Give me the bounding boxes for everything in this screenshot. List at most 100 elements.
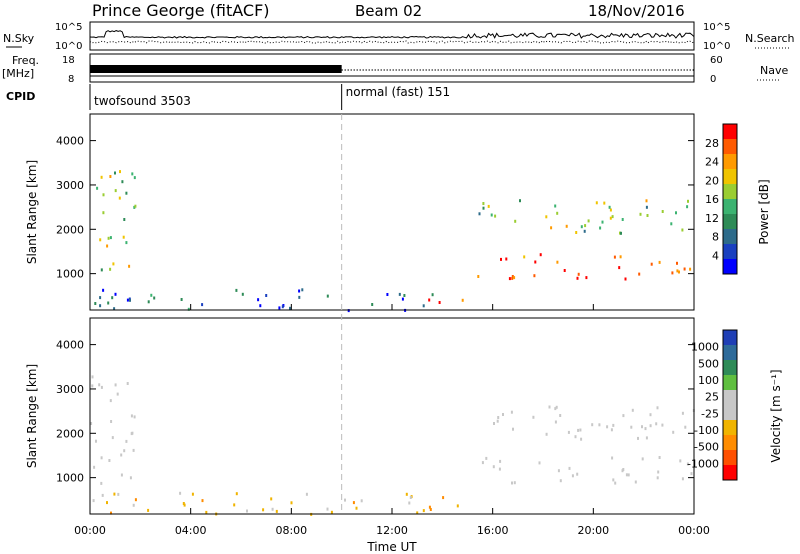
heatmap-cell — [618, 266, 621, 270]
heatmap-cell — [191, 492, 194, 496]
heatmap-cell — [676, 269, 679, 273]
heatmap-cell — [416, 511, 419, 515]
heatmap-cell — [567, 430, 570, 434]
heatmap-cell — [678, 270, 680, 274]
heatmap-cell — [91, 384, 94, 388]
heatmap-cell — [511, 275, 514, 278]
heatmap-cell — [576, 472, 579, 476]
freq-label: Freq. — [12, 54, 39, 67]
colorbar-tick-label: 25 — [705, 391, 719, 404]
heatmap-cell — [650, 262, 653, 266]
heatmap-cell — [579, 428, 582, 432]
colorbar-swatch — [723, 405, 737, 420]
heatmap-cell — [118, 196, 121, 200]
heatmap-cell — [645, 205, 648, 209]
y-tick-label: 1000 — [56, 268, 84, 281]
heatmap-cell — [591, 423, 594, 427]
heatmap-cell — [130, 432, 133, 436]
nsearch-trace — [89, 40, 695, 44]
heatmap-cell — [132, 448, 135, 452]
heatmap-cell — [106, 244, 109, 248]
velocity-ylabel: Slant Range [km] — [25, 364, 39, 468]
heatmap-cell — [649, 413, 652, 417]
heatmap-cell — [262, 508, 265, 512]
heatmap-cell — [278, 306, 281, 310]
heatmap-cell — [133, 176, 136, 180]
heatmap-cell — [96, 186, 99, 190]
y-tick-label: 3000 — [56, 383, 84, 396]
heatmap-cell — [298, 295, 301, 299]
x-tick-label: 16:00 — [477, 524, 509, 537]
heatmap-cell — [347, 309, 350, 313]
heatmap-cell — [326, 294, 329, 298]
heatmap-cell — [686, 205, 689, 209]
colorbar-swatch — [723, 154, 737, 169]
heatmap-cell — [505, 257, 508, 261]
heatmap-cell — [456, 504, 459, 508]
colorbar-swatch — [723, 360, 737, 375]
heatmap-cell — [609, 208, 612, 212]
heatmap-cell — [352, 501, 355, 505]
heatmap-cell — [550, 226, 553, 230]
heatmap-cell — [690, 472, 693, 476]
heatmap-cell — [514, 219, 517, 223]
heatmap-cell — [689, 267, 692, 271]
heatmap-cell — [519, 199, 521, 203]
heatmap-cell — [496, 419, 499, 423]
heatmap-cell — [646, 214, 649, 217]
heatmap-cell — [114, 292, 117, 296]
heatmap-cell — [121, 180, 124, 184]
colorbar-swatch — [723, 375, 737, 390]
heatmap-cell — [133, 415, 136, 419]
heatmap-cell — [205, 510, 208, 514]
nave-tick-bottom: 0 — [710, 74, 716, 85]
heatmap-cell — [661, 210, 664, 213]
heatmap-cell — [93, 465, 96, 469]
heatmap-cell — [492, 465, 495, 469]
heatmap-cell — [109, 267, 112, 271]
heatmap-cell — [438, 301, 441, 304]
heatmap-cell — [485, 456, 488, 460]
heatmap-cell — [120, 453, 123, 457]
heatmap-cell — [125, 191, 128, 195]
heatmap-cell — [672, 430, 675, 434]
heatmap-cell — [559, 414, 562, 417]
heatmap-cell — [107, 301, 110, 305]
heatmap-cell — [109, 236, 112, 240]
heatmap-cell — [429, 508, 432, 511]
heatmap-cell — [499, 459, 502, 463]
heatmap-cell — [658, 456, 661, 459]
heatmap-cell — [583, 229, 586, 233]
heatmap-cell — [580, 225, 583, 229]
heatmap-cell — [108, 459, 111, 462]
heatmap-cell — [681, 411, 684, 415]
heatmap-cell — [554, 204, 557, 208]
heatmap-cell — [355, 506, 358, 510]
cpid-row: CPID twofsound 3503 normal (fast) 151 — [6, 84, 450, 110]
heatmap-cell — [305, 492, 308, 496]
heatmap-cell — [511, 481, 513, 485]
beam-title: Beam 02 — [355, 2, 422, 20]
heatmap-cell — [656, 476, 659, 480]
heatmap-cell — [681, 477, 684, 481]
heatmap-cell — [290, 501, 293, 505]
heatmap-cell — [90, 422, 93, 425]
heatmap-cell — [655, 422, 658, 426]
heatmap-cell — [563, 269, 566, 272]
heatmap-cell — [661, 423, 664, 427]
colorbar-tick-label: 500 — [698, 357, 719, 370]
heatmap-cell — [95, 439, 97, 443]
heatmap-cell — [100, 481, 103, 485]
heatmap-cell — [645, 436, 648, 440]
heatmap-cell — [133, 205, 136, 209]
heatmap-cell — [123, 449, 126, 453]
heatmap-cell — [431, 293, 434, 297]
heatmap-cell — [556, 260, 559, 264]
colorbar-swatch — [723, 199, 737, 214]
heatmap-cell — [117, 492, 120, 496]
colorbar-swatch — [723, 184, 737, 199]
heatmap-cell — [595, 201, 598, 205]
heatmap-cell — [114, 171, 116, 175]
heatmap-cell — [119, 170, 121, 174]
heatmap-cell — [428, 505, 431, 509]
